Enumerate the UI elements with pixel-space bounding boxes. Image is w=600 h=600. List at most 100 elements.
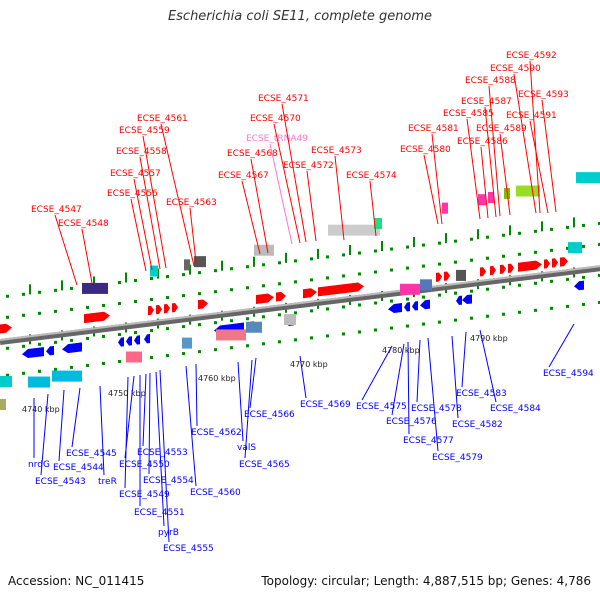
track-dot <box>566 246 569 250</box>
gene-leader-line <box>513 73 537 214</box>
plus-strand-gene-arrow <box>276 291 286 302</box>
track-dot <box>118 332 121 336</box>
track-dot <box>6 346 9 350</box>
gene-leader-line <box>484 106 497 218</box>
gene-leader-line <box>249 357 257 409</box>
gene-label: ECSE_4582 <box>452 420 503 430</box>
gene-leader-line <box>480 146 489 219</box>
feature-block <box>254 244 274 256</box>
gene-leader-line <box>369 180 377 237</box>
gene-leader-line <box>407 341 410 435</box>
feature-block <box>478 194 486 206</box>
gene-label: ECSE_4556 <box>107 189 158 199</box>
plus-strand-gene-arrow <box>156 304 162 315</box>
gene-leader-line <box>40 393 49 476</box>
plus-strand-gene-arrow <box>436 272 442 282</box>
gene-leader-line <box>142 135 167 269</box>
track-dot <box>6 315 9 319</box>
gene-label: ECSE_4575 <box>356 402 407 412</box>
gene-leader-line <box>160 123 195 267</box>
plus-strand-gene-arrow <box>318 282 364 297</box>
gene-label: ECSE_4559 <box>119 126 170 136</box>
map-title: Escherichia coli SE11, complete genome <box>167 9 433 24</box>
gene-leader-line <box>99 385 105 476</box>
track-dot <box>230 288 233 292</box>
gene-label: ECSE_4588 <box>465 76 516 86</box>
gene-leader-line <box>124 375 135 459</box>
track-dot <box>438 241 441 245</box>
track-dot <box>214 290 217 294</box>
gene-leader-line <box>195 363 198 427</box>
track-dot <box>294 338 297 342</box>
gene-label: ECSE_4577 <box>403 436 454 446</box>
gene-leader-line <box>58 389 65 462</box>
plus-strand-gene-arrow <box>552 258 558 268</box>
gene-label: ECSE_4545 <box>66 449 117 459</box>
gene-label: ECSE_4560 <box>190 488 241 498</box>
track-dot <box>486 314 489 318</box>
feature-block <box>284 314 296 326</box>
track-dot <box>6 373 9 377</box>
gene-leader-line <box>461 331 467 388</box>
track-dot <box>86 336 89 340</box>
feature-block <box>374 217 382 229</box>
gene-leader-line <box>130 198 147 272</box>
plus-strand-gene-arrow <box>490 265 496 276</box>
minus-strand-gene-arrow <box>62 342 82 354</box>
track-dot <box>246 265 249 269</box>
gene-leader-line <box>54 214 78 286</box>
gene-label: ECSE_4547 <box>31 205 82 215</box>
scale-label: 4790 kbp <box>470 334 508 343</box>
track-dot <box>326 276 329 280</box>
track-dot <box>230 267 233 271</box>
track-dot <box>470 289 473 293</box>
track-dot <box>22 292 25 296</box>
gene-leader-line <box>299 355 307 399</box>
track-dot <box>486 287 489 291</box>
gene-leader-line <box>488 85 501 217</box>
track-dot <box>246 286 249 290</box>
scale-label: 4770 kbp <box>290 360 328 369</box>
track-dot <box>294 280 297 284</box>
feature-block <box>400 283 420 295</box>
track-dot <box>246 344 249 348</box>
track-dot <box>518 310 521 314</box>
feature-block <box>576 172 600 184</box>
plus-strand-gene-arrow <box>84 311 110 324</box>
gene-label: ECSE_4561 <box>137 114 188 124</box>
plus-strand-gene-arrow <box>560 257 568 267</box>
track-dot <box>134 331 137 335</box>
gene-leader-line <box>185 365 197 487</box>
minus-strand-gene-arrow <box>134 335 140 345</box>
feature-block <box>0 399 6 410</box>
gene-label: nrdG <box>28 460 50 470</box>
track-dot <box>438 320 441 324</box>
track-dot <box>326 334 329 338</box>
gene-leader-line <box>306 170 317 242</box>
minus-strand-gene-arrow <box>412 301 418 311</box>
gene-leader-line <box>499 133 511 216</box>
track-dot <box>358 272 361 276</box>
track-dot <box>118 280 121 284</box>
track-dot <box>486 235 489 239</box>
track-dot <box>342 274 345 278</box>
track-dot <box>390 268 393 272</box>
track-dot <box>182 294 185 298</box>
gene-leader-line <box>250 158 269 254</box>
track-dot <box>246 317 249 321</box>
track-dot <box>182 352 185 356</box>
track-dot <box>422 322 425 326</box>
track-dot <box>134 279 137 283</box>
track-dot <box>374 270 377 274</box>
feature-block <box>420 279 432 291</box>
track-dot <box>406 324 409 328</box>
minus-strand-gene-arrow <box>22 347 44 359</box>
track-dot <box>470 237 473 241</box>
gene-leader-line <box>427 337 439 452</box>
gene-leader-line <box>391 343 405 416</box>
track-dot <box>38 369 41 373</box>
gene-label: ECSE_4566 <box>244 410 295 420</box>
gene-leader-line <box>159 369 170 543</box>
track-dot <box>198 292 201 296</box>
feature-block <box>456 269 466 281</box>
